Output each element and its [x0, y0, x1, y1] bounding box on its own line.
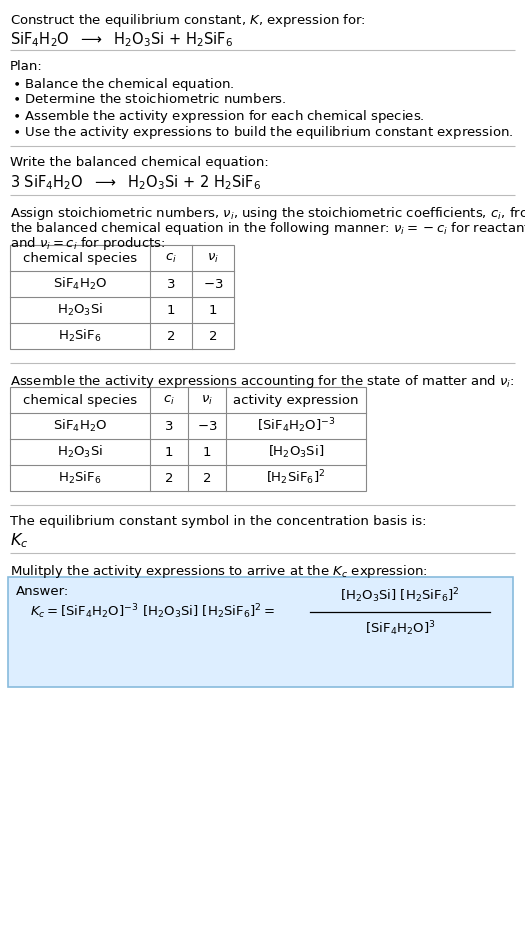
Text: 1: 1: [203, 446, 211, 459]
Text: chemical species: chemical species: [23, 251, 137, 265]
Text: $-3$: $-3$: [197, 419, 217, 432]
Text: [SiF$_4$H$_2$O]$^{-3}$: [SiF$_4$H$_2$O]$^{-3}$: [257, 416, 335, 435]
Text: Mulitply the activity expressions to arrive at the $K_c$ expression:: Mulitply the activity expressions to arr…: [10, 563, 428, 580]
Text: and $\nu_i = c_i$ for products:: and $\nu_i = c_i$ for products:: [10, 235, 165, 252]
Text: $[\mathrm{H_2O_3Si}]\ [\mathrm{H_2SiF_6}]^2$: $[\mathrm{H_2O_3Si}]\ [\mathrm{H_2SiF_6}…: [340, 586, 460, 605]
Text: $\bullet$ Use the activity expressions to build the equilibrium constant express: $\bullet$ Use the activity expressions t…: [12, 124, 513, 141]
Bar: [10, 387, 366, 491]
Text: $K_c = [\mathrm{SiF_4H_2O}]^{-3}\ [\mathrm{H_2O_3Si}]\ [\mathrm{H_2SiF_6}]^2 =$: $K_c = [\mathrm{SiF_4H_2O}]^{-3}\ [\math…: [30, 602, 275, 621]
Text: Plan:: Plan:: [10, 60, 43, 73]
Text: 1: 1: [209, 304, 217, 316]
Text: 2: 2: [209, 329, 217, 342]
Text: $K_c$: $K_c$: [10, 531, 28, 550]
FancyBboxPatch shape: [8, 577, 513, 687]
Text: $\nu_i$: $\nu_i$: [207, 251, 219, 265]
Text: $-3$: $-3$: [203, 278, 223, 291]
Text: H$_2$SiF$_6$: H$_2$SiF$_6$: [58, 328, 102, 344]
Text: H$_2$SiF$_6$: H$_2$SiF$_6$: [58, 470, 102, 486]
Text: Construct the equilibrium constant, $K$, expression for:: Construct the equilibrium constant, $K$,…: [10, 12, 366, 29]
Text: 2: 2: [203, 472, 211, 485]
Text: 3 SiF$_4$H$_2$O  $\longrightarrow$  H$_2$O$_3$Si + 2 H$_2$SiF$_6$: 3 SiF$_4$H$_2$O $\longrightarrow$ H$_2$O…: [10, 173, 261, 191]
Text: $[\mathrm{SiF_4H_2O}]^3$: $[\mathrm{SiF_4H_2O}]^3$: [365, 620, 435, 639]
Text: [H$_2$O$_3$Si]: [H$_2$O$_3$Si]: [268, 444, 324, 460]
Text: 1: 1: [165, 446, 173, 459]
Text: 3: 3: [167, 278, 175, 291]
Text: 2: 2: [167, 329, 175, 342]
Text: 3: 3: [165, 419, 173, 432]
Text: chemical species: chemical species: [23, 394, 137, 406]
Text: $\bullet$ Assemble the activity expression for each chemical species.: $\bullet$ Assemble the activity expressi…: [12, 108, 425, 125]
Text: the balanced chemical equation in the following manner: $\nu_i = -c_i$ for react: the balanced chemical equation in the fo…: [10, 220, 525, 237]
Text: 2: 2: [165, 472, 173, 485]
Text: Answer:: Answer:: [16, 585, 69, 598]
Text: SiF$_4$H$_2$O: SiF$_4$H$_2$O: [53, 276, 107, 292]
Text: Assign stoichiometric numbers, $\nu_i$, using the stoichiometric coefficients, $: Assign stoichiometric numbers, $\nu_i$, …: [10, 205, 525, 222]
Text: $c_i$: $c_i$: [165, 251, 177, 265]
Bar: [10, 245, 234, 349]
Text: Write the balanced chemical equation:: Write the balanced chemical equation:: [10, 156, 269, 169]
Text: Assemble the activity expressions accounting for the state of matter and $\nu_i$: Assemble the activity expressions accoun…: [10, 373, 514, 390]
Text: 1: 1: [167, 304, 175, 316]
Text: SiF$_4$H$_2$O: SiF$_4$H$_2$O: [53, 418, 107, 434]
Text: $\bullet$ Determine the stoichiometric numbers.: $\bullet$ Determine the stoichiometric n…: [12, 92, 287, 106]
Text: $c_i$: $c_i$: [163, 393, 175, 406]
Text: H$_2$O$_3$Si: H$_2$O$_3$Si: [57, 444, 103, 460]
Text: $\nu_i$: $\nu_i$: [201, 393, 213, 406]
Text: H$_2$O$_3$Si: H$_2$O$_3$Si: [57, 302, 103, 318]
Text: $\bullet$ Balance the chemical equation.: $\bullet$ Balance the chemical equation.: [12, 76, 235, 93]
Text: activity expression: activity expression: [233, 394, 359, 406]
Text: SiF$_4$H$_2$O  $\longrightarrow$  H$_2$O$_3$Si + H$_2$SiF$_6$: SiF$_4$H$_2$O $\longrightarrow$ H$_2$O$_…: [10, 30, 233, 49]
Text: The equilibrium constant symbol in the concentration basis is:: The equilibrium constant symbol in the c…: [10, 515, 426, 528]
Text: [H$_2$SiF$_6$]$^2$: [H$_2$SiF$_6$]$^2$: [266, 469, 326, 488]
